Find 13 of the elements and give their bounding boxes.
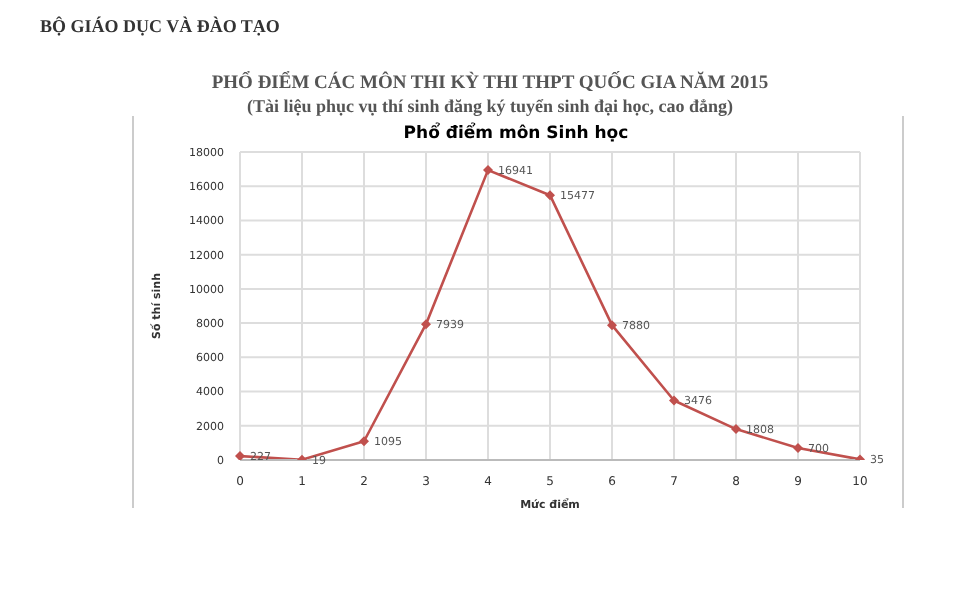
point bbox=[421, 319, 431, 330]
point bbox=[235, 451, 245, 460]
point bbox=[669, 395, 679, 406]
text: BỘ GIÁO DỤC VÀ ĐÀO TẠO bbox=[40, 16, 280, 36]
point bbox=[793, 443, 803, 454]
point bbox=[731, 424, 741, 435]
point bbox=[359, 436, 369, 447]
text: Phổ điểm môn Sinh học bbox=[401, 124, 631, 144]
point bbox=[545, 190, 555, 201]
chart-subtitle: (Tài liệu phục vụ thí sinh đăng ký tuyển sinh đại học, cao đẳng) bbox=[244, 96, 736, 116]
point bbox=[483, 165, 493, 176]
chart-title: PHỔ ĐIỂM CÁC MÔN THI KỲ THI THPT QUỐC GIA NĂM 2015 bbox=[209, 74, 771, 94]
point bbox=[607, 320, 617, 331]
